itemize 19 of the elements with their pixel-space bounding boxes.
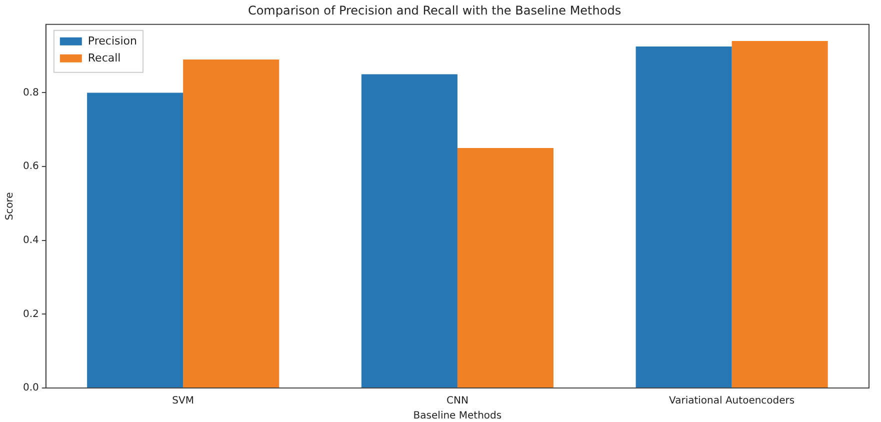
- bar: [361, 74, 458, 388]
- chart-title: Comparison of Precision and Recall with the Baseline Methods: [248, 3, 622, 18]
- legend-label: Precision: [88, 34, 138, 48]
- y-tick-label: 0.4: [22, 234, 39, 246]
- y-tick-label: 0.2: [22, 308, 39, 320]
- y-tick-label: 0.8: [22, 87, 39, 98]
- bar: [732, 41, 828, 388]
- bar: [87, 92, 184, 388]
- bar: [183, 59, 280, 388]
- x-axis-title: Baseline Methods: [413, 410, 502, 422]
- y-axis-title: Score: [4, 192, 16, 220]
- x-tick-label: SVM: [172, 396, 194, 407]
- bar: [636, 46, 732, 388]
- x-tick-label: CNN: [446, 396, 468, 407]
- legend-label: Recall: [88, 51, 121, 64]
- y-tick-label: 0.0: [22, 382, 39, 394]
- x-tick-label: Variational Autoencoders: [669, 396, 795, 407]
- y-tick-label: 0.6: [22, 161, 39, 172]
- bar: [457, 148, 554, 388]
